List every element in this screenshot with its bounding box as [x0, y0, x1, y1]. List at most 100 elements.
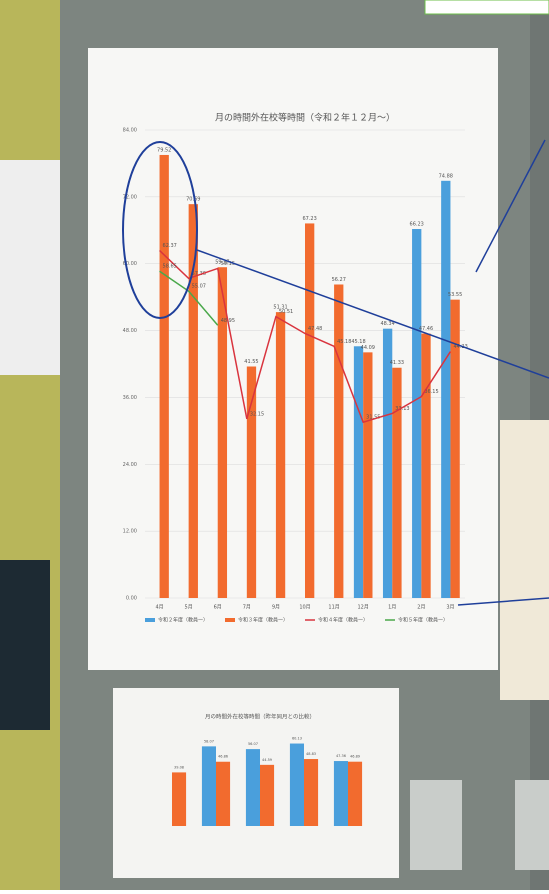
pointer-line	[457, 597, 549, 606]
data-label: 41.55	[244, 359, 258, 365]
y-tick-label: 60.00	[123, 261, 137, 267]
x-tick-label: 10月	[299, 605, 310, 611]
data-label: 46.89	[350, 755, 360, 759]
data-label: 74.88	[439, 173, 453, 179]
x-tick-label: 12月	[357, 605, 368, 611]
data-label: 60.13	[292, 737, 302, 741]
legend-label: 令和２年度（教員一）	[158, 617, 208, 624]
y-tick-label: 48.00	[123, 328, 137, 334]
line-series	[159, 249, 452, 424]
data-label: 48.95	[221, 318, 235, 324]
data-label: 56.27	[332, 277, 346, 283]
data-label: 31.55	[366, 415, 380, 421]
bar	[441, 180, 451, 598]
data-label: 45.18	[351, 339, 365, 345]
pointer-line	[475, 139, 546, 273]
top-note	[424, 0, 549, 15]
chart-title: 月の時間外在校等時間（令和２年１２月～）	[215, 112, 395, 124]
comparison-chart: 月の時間外在校等時間（昨年同月との比較） 58.07 56.07 60.13 47.36…	[172, 713, 363, 826]
bar	[353, 346, 364, 598]
legend-label: 令和５年度（教員一）	[398, 617, 448, 624]
bar	[188, 204, 198, 599]
chart-title: 月の時間外在校等時間（昨年同月との比較）	[205, 713, 315, 721]
data-label: 32.15	[250, 411, 264, 417]
data-label: 47.46	[419, 326, 433, 332]
data-label: 44.09	[361, 345, 375, 351]
bar	[348, 761, 363, 826]
data-label: 66.23	[410, 222, 424, 228]
poster	[88, 48, 498, 670]
pointer-line	[196, 249, 549, 379]
bar	[217, 267, 228, 598]
bar	[412, 229, 422, 599]
data-label: 57.36	[192, 271, 206, 277]
data-label: 79.52	[157, 147, 171, 153]
x-tick-label: 7月	[243, 605, 251, 611]
bar	[159, 154, 169, 598]
data-label: 47.36	[336, 754, 346, 758]
bar	[450, 299, 460, 598]
main-chart: 月の時間外在校等時間（令和２年１２月～） 0.00 12.00 24.00 36.00 4…	[123, 112, 468, 624]
data-label: 55.07	[192, 284, 206, 290]
monitor	[0, 560, 50, 730]
bar	[304, 759, 319, 826]
data-label: 58.07	[204, 739, 214, 743]
legend-swatch	[145, 618, 155, 622]
data-label: 45.18	[337, 339, 351, 345]
bar	[421, 333, 431, 598]
bar	[382, 328, 393, 598]
right-flyer	[500, 420, 549, 700]
handle	[410, 780, 462, 870]
data-label: 47.48	[308, 326, 322, 332]
y-tick-label: 24.00	[123, 462, 137, 468]
bar	[246, 366, 257, 598]
data-label: 44.59	[262, 758, 272, 762]
data-label: 70.69	[186, 197, 200, 203]
left-wall	[0, 0, 60, 890]
y-tick-label: 72.00	[123, 194, 137, 200]
bar	[172, 772, 187, 826]
data-label: 62.37	[163, 243, 177, 249]
bar	[245, 749, 260, 826]
data-label: 33.13	[395, 406, 409, 412]
bar	[334, 284, 344, 598]
data-label: 56.07	[248, 742, 258, 746]
data-label: 53.55	[448, 292, 462, 298]
x-tick-label: 2月	[417, 605, 425, 611]
line-series	[159, 270, 219, 326]
legend-label: 令和３年度（教員一）	[238, 617, 288, 624]
bar	[289, 743, 304, 826]
x-tick-label: 1月	[388, 605, 396, 611]
x-tick-label: 6月	[214, 605, 222, 611]
y-tick-label: 84.00	[123, 128, 137, 134]
data-label: 58.65	[163, 264, 177, 270]
bar	[333, 761, 348, 826]
bar	[363, 352, 373, 598]
data-label: 44.23	[453, 344, 467, 350]
legend-label: 令和４年度（教員一）	[318, 617, 368, 624]
y-tick-label: 36.00	[123, 395, 137, 401]
data-label: 51.31	[273, 305, 287, 311]
x-tick-label: 11月	[328, 605, 339, 611]
y-tick-label: 0.00	[126, 596, 137, 602]
data-label: 36.15	[424, 389, 438, 395]
bar	[216, 761, 231, 826]
highlight-ellipse	[122, 141, 198, 319]
bar	[201, 746, 216, 826]
x-tick-label: 3月	[446, 605, 454, 611]
data-label: 59.37	[215, 260, 229, 266]
data-label: 48.34	[380, 321, 394, 327]
data-label: 50.51	[279, 309, 293, 315]
x-tick-label: 9月	[272, 605, 280, 611]
bar	[392, 367, 402, 598]
data-label: 59.15	[221, 261, 235, 267]
legend-swatch	[225, 618, 235, 622]
data-label: 46.86	[218, 755, 228, 759]
bar	[275, 312, 286, 598]
data-label: 41.33	[390, 360, 404, 366]
data-label: 39.08	[174, 765, 184, 769]
data-label: 48.83	[306, 752, 316, 756]
x-tick-label: 4月	[155, 605, 163, 611]
handle	[515, 780, 549, 870]
